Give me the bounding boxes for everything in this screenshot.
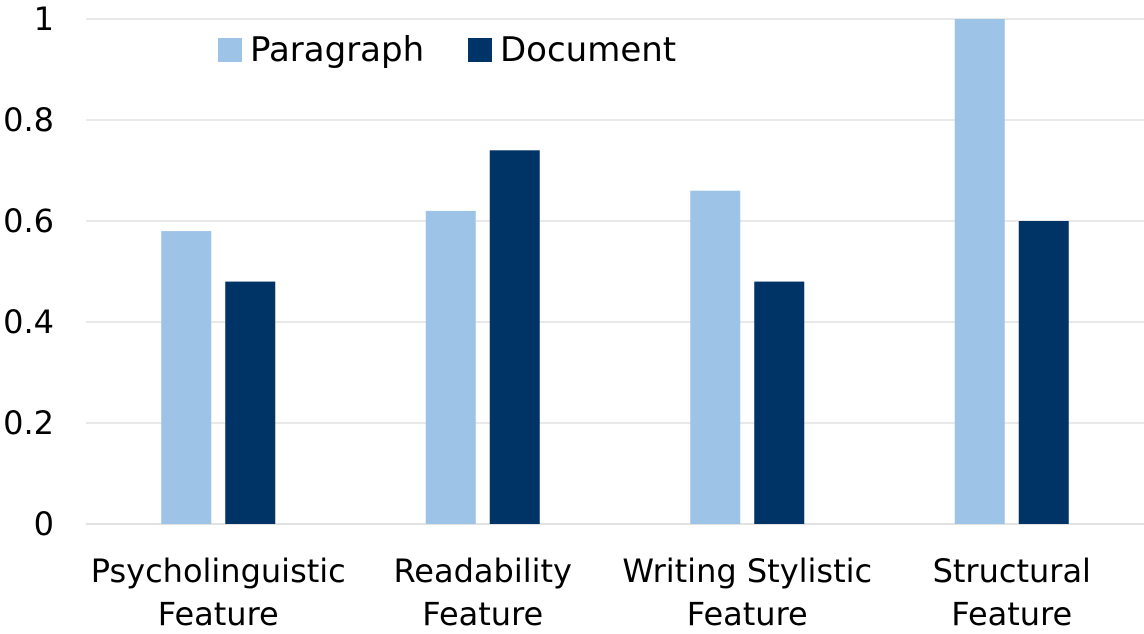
bar-document-3: [754, 281, 805, 524]
bar-document-2: [489, 150, 540, 525]
x-axis-categories: Psycholinguistic Feature Readability Featur…: [91, 552, 1091, 633]
y-tick-label: 0.4: [3, 303, 54, 341]
x-category-label: Writing Stylistic: [622, 552, 872, 590]
x-category-label: Psycholinguistic: [91, 552, 346, 590]
legend-swatch-document: [468, 38, 492, 62]
bar-paragraph-2: [425, 210, 476, 524]
bar-paragraph-1: [161, 231, 212, 524]
bar-paragraph-4: [954, 19, 1005, 524]
y-tick-label: 0: [34, 505, 54, 543]
x-category-label: Feature: [951, 595, 1072, 633]
legend: Paragraph Document: [218, 30, 676, 70]
x-category-label: Structural: [933, 552, 1091, 590]
y-tick-label: 1: [34, 0, 54, 38]
bar-document-4: [1018, 221, 1069, 524]
x-category-label: Readability: [394, 552, 572, 590]
x-category-label: Feature: [422, 595, 543, 633]
y-tick-label: 0.6: [3, 202, 54, 240]
y-axis-ticks: 0 0.2 0.4 0.6 0.8 1: [3, 0, 54, 543]
bar-document-1: [225, 281, 276, 524]
x-category-label: Feature: [158, 595, 279, 633]
y-tick-label: 0.8: [3, 101, 54, 139]
x-category-label: Feature: [687, 595, 808, 633]
legend-swatch-paragraph: [218, 38, 242, 62]
bar-paragraph-3: [690, 190, 741, 524]
y-tick-label: 0.2: [3, 404, 54, 442]
legend-label-paragraph: Paragraph: [250, 30, 424, 70]
legend-label-document: Document: [500, 30, 676, 70]
bars: [161, 19, 1069, 525]
